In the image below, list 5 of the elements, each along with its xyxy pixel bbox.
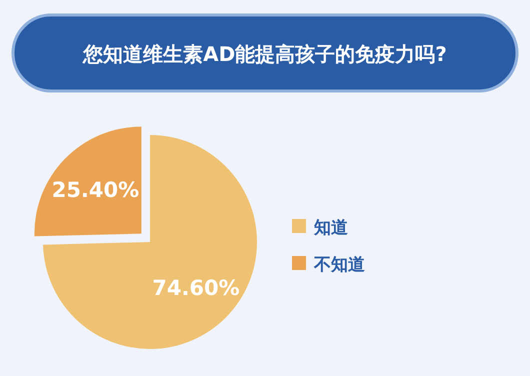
legend-label: 知道 — [313, 218, 348, 238]
data-label: 74.60% — [152, 276, 240, 300]
legend-label: 不知道 — [313, 255, 365, 275]
chart-title: 您知道维生素AD能提高孩子的免疫力吗? — [82, 42, 447, 66]
data-label: 25.40% — [52, 178, 140, 202]
